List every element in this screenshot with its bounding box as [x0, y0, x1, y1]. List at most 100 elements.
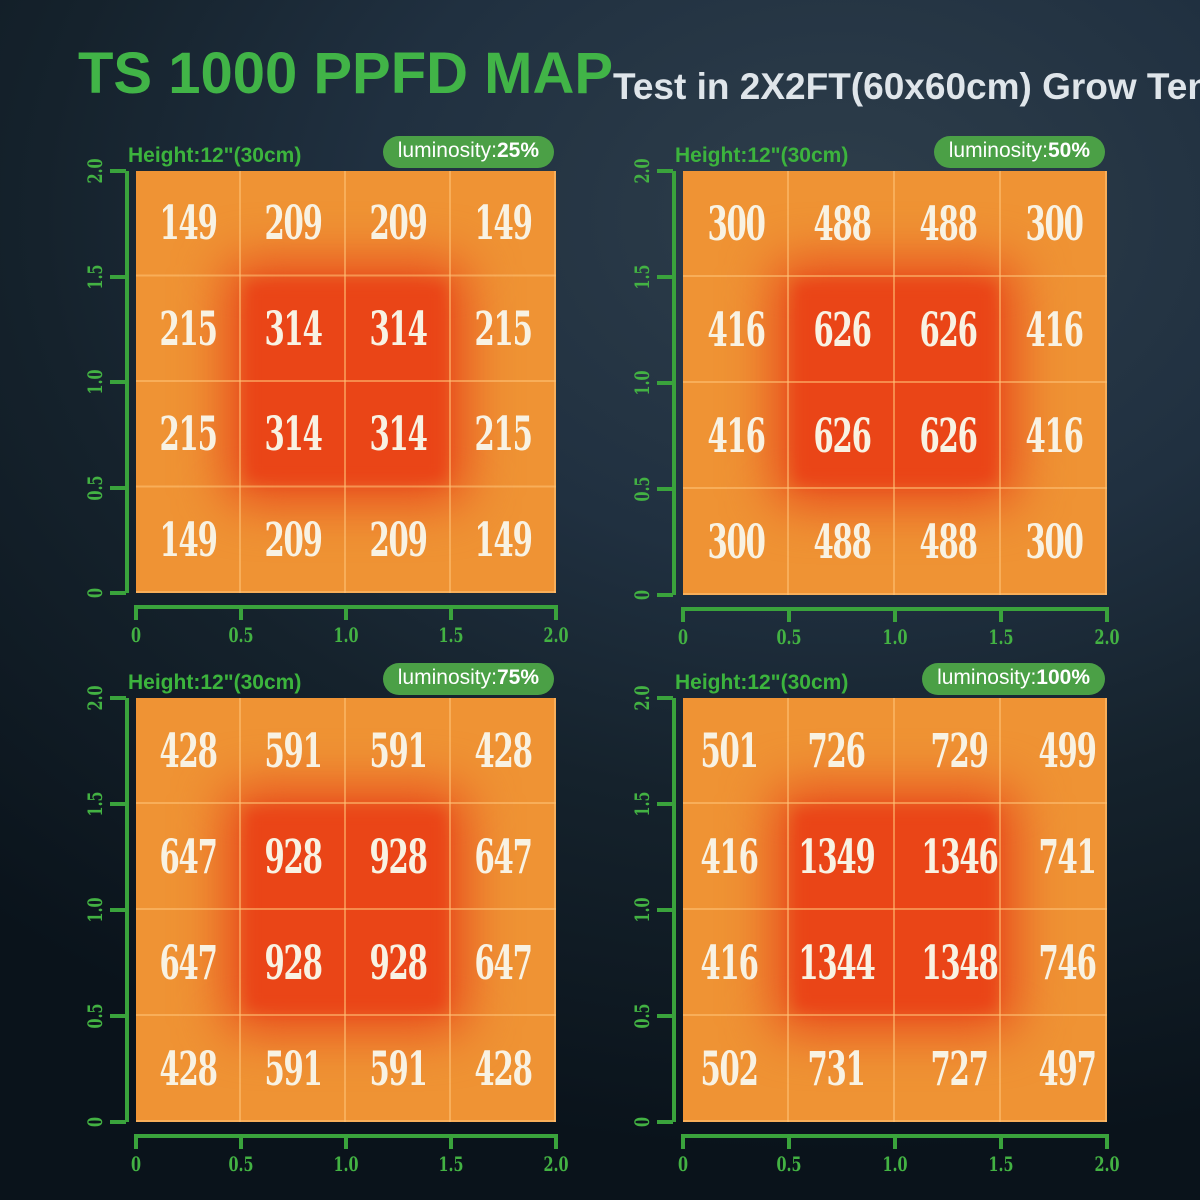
heatmap-cell: 428 — [451, 1016, 556, 1122]
y-axis-tick — [657, 593, 673, 597]
heatmap-cell-value: 1349 — [798, 829, 875, 885]
y-axis-tick — [657, 487, 673, 491]
heatmap-cell: 416 — [683, 277, 789, 383]
x-axis-tick — [344, 1134, 348, 1149]
heatmap-cell: 215 — [451, 277, 556, 383]
y-axis: 2.0 1.5 1.0 0.5 0 — [627, 158, 683, 600]
x-axis-tick — [554, 605, 558, 620]
y-axis-tick — [657, 1120, 673, 1124]
heatmap-cell-value: 729 — [930, 723, 989, 779]
heatmap-cell-value: 488 — [813, 196, 871, 252]
heatmap-gridlines — [136, 171, 556, 593]
x-axis-tick — [681, 1134, 685, 1149]
y-tick-label: 0.5 — [630, 476, 654, 502]
luminosity-value: 75% — [496, 666, 539, 689]
heatmap-cell: 499 — [1021, 698, 1107, 804]
heatmap-cell: 209 — [241, 171, 346, 277]
heatmap-cell: 215 — [136, 277, 241, 383]
x-axis-tick — [554, 1134, 558, 1149]
y-tick-label: 0.5 — [83, 474, 107, 501]
y-axis-tick — [110, 169, 126, 173]
y-axis-tick — [657, 1014, 673, 1018]
heatmap-cell-value: 626 — [919, 302, 977, 358]
y-axis-tick — [110, 1120, 126, 1124]
x-tick-label: 1.5 — [988, 625, 1014, 649]
panel-body: 2.0 1.5 1.0 0.5 0 501 726 729 499 416 1349 1346 741 4… — [627, 685, 1107, 1127]
y-tick-label: 1.0 — [630, 370, 654, 396]
heatmap-cell-value: 591 — [264, 723, 323, 779]
heatmap-cell-value: 215 — [159, 407, 218, 463]
luminosity-badge: luminosity:25% — [382, 136, 554, 168]
panel-luminosity-25: Height:12"(30cm) luminosity:25% 2.0 1.5 1.0 0… — [80, 135, 569, 647]
x-tick-label: 0 — [130, 1152, 142, 1176]
heatmap-cell: 591 — [346, 1016, 451, 1122]
x-axis: 0 0.5 1.0 1.5 2.0 — [678, 595, 1120, 649]
x-tick-label: 1.0 — [333, 1152, 359, 1176]
luminosity-badge: luminosity:75% — [382, 663, 554, 695]
heatmap-cell-value: 300 — [1025, 514, 1083, 570]
panel-luminosity-50: Height:12"(30cm) luminosity:50% 2.0 1.5 1.0 0… — [627, 135, 1120, 649]
heatmap-cell-value: 501 — [700, 723, 759, 779]
heatmap-cell: 149 — [136, 171, 241, 277]
height-label: Height:12"(30cm) — [128, 671, 302, 694]
heatmap-cell-value: 428 — [159, 1041, 218, 1097]
heatmap-cell: 741 — [1021, 804, 1107, 910]
heatmap-cell-value: 647 — [159, 829, 218, 885]
heatmap-cell-value: 488 — [919, 196, 977, 252]
x-axis-tick — [999, 607, 1003, 622]
heatmap-cell: 314 — [241, 382, 346, 488]
height-label: Height:12"(30cm) — [675, 671, 849, 694]
y-axis: 2.0 1.5 1.0 0.5 0 — [80, 685, 136, 1127]
x-axis: 0 0.5 1.0 1.5 2.0 — [131, 1122, 569, 1176]
y-axis-tick — [110, 274, 126, 279]
y-axis-tick — [657, 381, 673, 385]
x-axis-tick — [134, 605, 138, 620]
heatmap-cell: 314 — [346, 382, 451, 488]
y-axis-line — [672, 171, 676, 595]
heatmap-cell: 626 — [895, 277, 1001, 383]
panel-body: 2.0 1.5 1.0 0.5 0 428 591 591 428 647 928 928 647 647… — [80, 685, 556, 1127]
heatmap-cell: 626 — [789, 383, 895, 489]
x-tick-label: 0.5 — [776, 625, 802, 649]
heatmap-cell-value: 428 — [474, 1041, 533, 1097]
heatmap-cell-value: 149 — [159, 512, 218, 568]
luminosity-value: 25% — [496, 139, 539, 162]
x-axis-tick — [893, 1134, 897, 1149]
x-axis-tick — [449, 605, 453, 620]
heatmap-cell-value: 591 — [369, 1041, 428, 1097]
x-tick-label: 0 — [677, 1152, 689, 1176]
heatmap-cell-value: 314 — [264, 407, 323, 463]
y-tick-label: 1.5 — [630, 791, 654, 817]
heatmap-plot: 300 488 488 300 416 626 626 416 416 626 626 416 300 4… — [683, 171, 1107, 595]
y-axis-tick — [110, 591, 126, 595]
heatmap-cell-value: 731 — [807, 1041, 866, 1097]
heatmap-cell: 591 — [241, 1016, 346, 1122]
y-axis-tick — [110, 802, 126, 806]
panel-header: Height:12"(30cm) luminosity:75% — [80, 662, 556, 698]
y-tick-label: 2.0 — [630, 158, 654, 184]
x-tick-label: 2.0 — [543, 623, 569, 647]
heatmap-cell-value: 209 — [264, 196, 323, 252]
heatmap-cell: 209 — [241, 488, 346, 594]
heatmap-cell: 626 — [895, 383, 1001, 489]
y-tick-label: 1.5 — [83, 263, 107, 290]
heatmap-cell: 1346 — [898, 804, 1021, 910]
x-tick-label: 0 — [130, 623, 142, 647]
heatmap-cell: 209 — [346, 488, 451, 594]
heatmap-cell-value: 1344 — [798, 935, 875, 991]
heatmap-cell: 428 — [136, 1016, 241, 1122]
heatmap-cell: 300 — [683, 171, 789, 277]
heatmap-cell-value: 726 — [807, 723, 866, 779]
heatmap-cell: 746 — [1021, 910, 1107, 1016]
y-axis-tick — [657, 169, 673, 173]
heatmap-cell-value: 497 — [1038, 1041, 1096, 1097]
heatmap-cell-value: 416 — [707, 302, 765, 358]
heatmap-cell: 591 — [346, 698, 451, 804]
x-tick-label: 1.0 — [333, 623, 359, 647]
luminosity-label: luminosity: — [948, 139, 1048, 162]
y-tick-label: 0 — [630, 589, 654, 601]
heatmap-cell: 591 — [241, 698, 346, 804]
heatmap-cell-value: 209 — [369, 512, 428, 568]
heatmap-cell-value: 314 — [264, 301, 323, 357]
heatmap-cell: 497 — [1021, 1016, 1107, 1122]
